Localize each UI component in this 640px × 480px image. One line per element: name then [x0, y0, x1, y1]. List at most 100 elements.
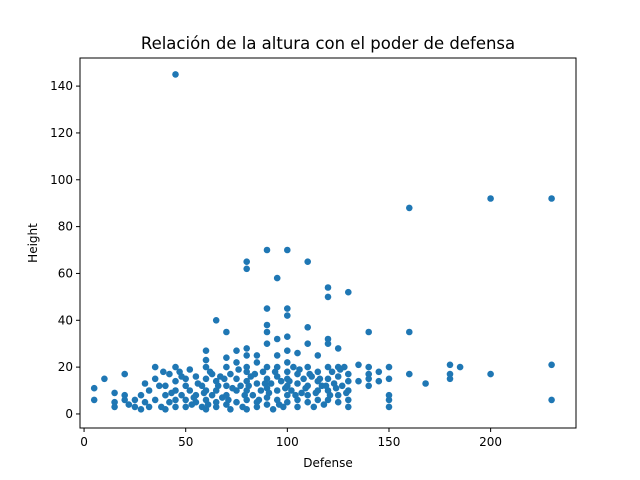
data-point-185: [314, 396, 322, 404]
data-point-50: [446, 375, 454, 383]
y-tick-label: 60: [58, 266, 73, 280]
data-point-17: [304, 324, 312, 331]
data-point-136: [243, 368, 250, 376]
x-tick-label: 100: [276, 435, 299, 449]
data-point-66: [548, 396, 555, 404]
data-point-21: [365, 328, 373, 336]
data-point-226: [282, 384, 289, 392]
data-point-45: [365, 363, 373, 371]
data-point-218: [241, 391, 248, 399]
data-point-57: [365, 375, 373, 383]
data-point-217: [235, 366, 242, 373]
data-point-64: [345, 370, 352, 378]
data-point-83: [151, 363, 159, 371]
data-point-31: [233, 347, 240, 355]
data-point-98: [178, 391, 185, 399]
data-point-199: [345, 377, 352, 385]
data-point-129: [233, 359, 240, 366]
data-points: [90, 71, 555, 413]
data-point-130: [233, 375, 240, 383]
data-point-78: [131, 396, 139, 404]
data-point-200: [345, 396, 352, 404]
data-point-96: [172, 403, 179, 411]
data-point-68: [90, 396, 98, 404]
data-point-28: [324, 340, 332, 348]
data-point-120: [212, 403, 220, 411]
data-point-77: [131, 403, 139, 411]
data-point-11: [345, 288, 352, 296]
data-point-43: [456, 363, 464, 371]
data-point-229: [296, 366, 303, 373]
x-tick-label: 200: [479, 435, 502, 449]
data-point-15: [284, 312, 291, 319]
data-point-213: [214, 382, 222, 390]
y-tick-label: 40: [58, 313, 73, 327]
data-point-173: [294, 403, 301, 411]
data-point-128: [227, 406, 234, 413]
data-point-144: [253, 380, 261, 387]
data-point-160: [277, 377, 285, 385]
data-point-214: [221, 375, 228, 383]
data-point-44: [355, 361, 362, 369]
data-point-102: [182, 403, 189, 411]
data-point-14: [284, 305, 291, 312]
x-axis-ticks: 0 50 100 150 200: [80, 428, 502, 449]
data-point-90: [166, 370, 173, 378]
data-point-154: [267, 380, 275, 387]
data-point-169: [290, 363, 297, 371]
data-point-238: [343, 389, 350, 397]
data-point-26: [304, 340, 312, 348]
data-point-88: [162, 391, 169, 399]
data-point-231: [306, 370, 314, 378]
data-point-216: [229, 384, 236, 392]
data-point-65: [355, 377, 362, 385]
data-point-233: [316, 375, 324, 383]
data-point-37: [314, 352, 322, 359]
data-point-194: [334, 373, 342, 380]
data-point-220: [251, 370, 259, 378]
data-point-201: [137, 391, 145, 399]
data-point-55: [385, 403, 393, 411]
data-point-33: [243, 352, 250, 359]
data-point-2: [487, 195, 494, 202]
data-point-237: [336, 366, 344, 373]
data-point-72: [111, 403, 118, 411]
data-point-147: [257, 387, 265, 394]
data-point-111: [202, 375, 210, 383]
data-point-224: [271, 368, 279, 376]
data-point-27: [263, 340, 271, 348]
data-point-4: [263, 246, 271, 254]
data-point-221: [255, 396, 263, 404]
data-point-219: [245, 382, 252, 390]
data-point-195: [334, 391, 342, 399]
data-point-79: [137, 406, 145, 413]
data-point-124: [223, 382, 230, 390]
data-point-10: [324, 284, 332, 291]
data-point-47: [406, 370, 413, 378]
data-point-89: [162, 382, 169, 390]
data-point-40: [202, 356, 210, 364]
data-point-127: [227, 370, 234, 378]
chart-title: Relación de la altura con el poder de de…: [141, 34, 515, 53]
data-point-103: [186, 387, 194, 394]
data-point-197: [338, 382, 346, 390]
data-point-48: [487, 370, 494, 378]
data-point-18: [212, 317, 220, 324]
data-point-8: [243, 265, 250, 273]
data-point-74: [121, 391, 128, 399]
data-point-209: [194, 380, 202, 387]
data-point-12: [324, 293, 332, 301]
data-point-235: [326, 391, 334, 399]
data-point-196: [334, 398, 342, 406]
data-point-69: [101, 375, 108, 383]
data-point-0: [172, 71, 179, 78]
data-point-87: [162, 406, 169, 413]
data-point-176: [304, 363, 312, 371]
data-point-153: [263, 401, 271, 408]
data-point-206: [178, 373, 185, 380]
data-point-29: [243, 345, 250, 352]
data-point-9: [273, 274, 281, 282]
data-point-204: [160, 368, 167, 376]
data-point-46: [385, 363, 393, 371]
